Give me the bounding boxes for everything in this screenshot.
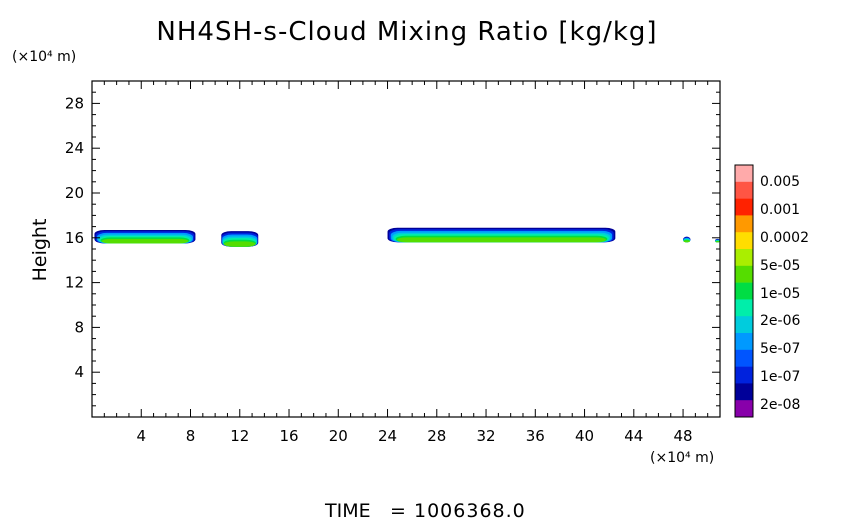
x-tick-label: 20 bbox=[329, 427, 348, 445]
colorbar-swatch bbox=[735, 349, 753, 367]
y-axis: 4 8 12 16 20 24 28 bbox=[65, 91, 720, 407]
plot-frame bbox=[91, 80, 721, 418]
time-label: TIME bbox=[324, 500, 371, 519]
chart-title: NH4SH-s-Cloud Mixing Ratio [kg/kg] bbox=[156, 17, 657, 47]
colorbar-swatch bbox=[735, 333, 753, 351]
colorbar: 0.005 0.001 0.0002 5e-05 1e-05 2e-06 5e-07 1e-0… bbox=[735, 165, 809, 418]
y-tick-label: 8 bbox=[74, 318, 84, 336]
x-tick-label: 24 bbox=[378, 427, 397, 445]
y-tick-label: 24 bbox=[65, 139, 84, 157]
cloud-band bbox=[715, 238, 720, 243]
cloud-contour bbox=[683, 240, 690, 243]
colorbar-swatch bbox=[735, 249, 753, 267]
colorbar-swatch bbox=[735, 316, 753, 334]
colorbar-label: 1e-07 bbox=[760, 369, 800, 385]
colorbar-label: 2e-08 bbox=[760, 397, 800, 413]
cloud-band bbox=[683, 236, 691, 243]
colorbar-frame bbox=[734, 164, 754, 418]
colorbar-swatch bbox=[735, 366, 753, 384]
colorbar-swatch bbox=[735, 215, 753, 233]
cloud-band bbox=[94, 229, 196, 244]
x-tick-label: 44 bbox=[624, 427, 643, 445]
time-equals: = bbox=[390, 500, 406, 519]
colorbar-swatch bbox=[735, 181, 753, 199]
cloud-band bbox=[221, 231, 259, 247]
colorbar-label: 5e-07 bbox=[760, 341, 800, 357]
y-axis-label: Height bbox=[29, 219, 51, 282]
cloud-contour bbox=[223, 241, 256, 247]
cloud-field bbox=[94, 227, 720, 247]
colorbar-label: 0.001 bbox=[760, 202, 800, 218]
cloud-contour bbox=[715, 241, 720, 243]
colorbar-swatch bbox=[735, 299, 753, 317]
y-tick-label: 4 bbox=[74, 363, 84, 381]
y-axis-unit: (×10⁴ m) bbox=[12, 49, 76, 65]
colorbar-swatch bbox=[735, 282, 753, 300]
x-tick-label: 36 bbox=[526, 427, 545, 445]
x-tick-label: 32 bbox=[476, 427, 495, 445]
x-tick-label: 4 bbox=[136, 427, 146, 445]
colorbar-swatch bbox=[735, 400, 753, 418]
colorbar-label: 0.0002 bbox=[760, 230, 809, 246]
x-tick-label: 8 bbox=[186, 427, 196, 445]
colorbar-label: 1e-05 bbox=[760, 286, 800, 302]
y-tick-label: 28 bbox=[65, 94, 84, 112]
colorbar-swatch bbox=[735, 198, 753, 216]
cloud-contour bbox=[397, 237, 606, 243]
x-tick-label: 40 bbox=[575, 427, 594, 445]
y-tick-label: 20 bbox=[65, 184, 84, 202]
colorbar-label: 0.005 bbox=[760, 174, 800, 190]
colorbar-swatch bbox=[735, 232, 753, 250]
colorbar-label: 2e-06 bbox=[760, 313, 800, 329]
y-tick-label: 16 bbox=[65, 229, 84, 247]
colorbar-label: 5e-05 bbox=[760, 258, 800, 274]
x-tick-label: 48 bbox=[674, 427, 693, 445]
y-tick-label: 12 bbox=[65, 274, 84, 292]
x-tick-label: 12 bbox=[230, 427, 249, 445]
colorbar-swatch bbox=[735, 383, 753, 401]
cloud-contour bbox=[101, 238, 189, 244]
x-axis-unit: (×10⁴ m) bbox=[650, 450, 714, 466]
colorbar-swatch bbox=[735, 165, 753, 183]
cloud-band bbox=[387, 227, 616, 243]
time-value: 1006368.0 bbox=[414, 500, 526, 519]
x-axis: 4 8 12 16 20 24 28 32 36 40 44 48 bbox=[103, 81, 709, 445]
colorbar-swatch bbox=[735, 265, 753, 283]
x-tick-label: 16 bbox=[279, 427, 298, 445]
x-tick-label: 28 bbox=[427, 427, 446, 445]
